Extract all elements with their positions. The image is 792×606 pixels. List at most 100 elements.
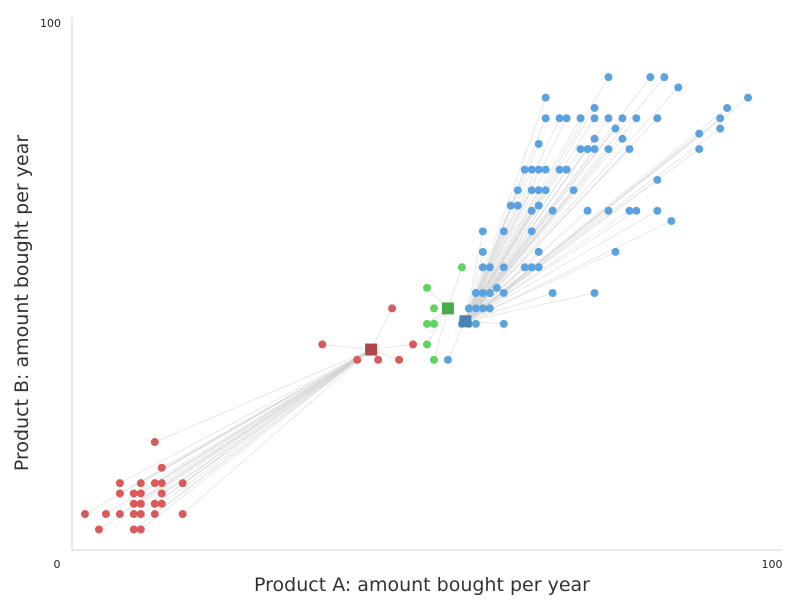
- data-point: [353, 355, 362, 364]
- centroid-link: [465, 118, 546, 322]
- data-point: [423, 319, 431, 328]
- data-point: [611, 124, 620, 133]
- data-point: [429, 355, 438, 364]
- y-axis-title: Product B: amount bought per year: [11, 135, 33, 472]
- centroid-link: [154, 349, 372, 443]
- data-point: [492, 283, 501, 292]
- centroid-link: [447, 267, 463, 309]
- data-point: [653, 114, 662, 123]
- data-point: [527, 165, 536, 174]
- centroid-link: [465, 118, 567, 322]
- data-point: [534, 139, 543, 148]
- data-point: [374, 355, 383, 364]
- data-point: [150, 499, 159, 508]
- centroid-link: [465, 118, 581, 322]
- data-point: [506, 201, 515, 210]
- centroid-link: [161, 349, 372, 494]
- centroid-link: [133, 349, 372, 494]
- data-point: [576, 114, 585, 123]
- data-point: [520, 165, 529, 174]
- data-point: [604, 206, 613, 215]
- centroid-link: [140, 349, 372, 484]
- centroid-link: [465, 76, 609, 322]
- centroid-link: [465, 107, 728, 322]
- data-point: [499, 289, 508, 297]
- centroid-link: [161, 349, 372, 469]
- data-point: [429, 319, 438, 328]
- data-point: [604, 73, 613, 82]
- data-point: [618, 134, 627, 143]
- centroid-link: [140, 349, 372, 505]
- x-tick-label-max: 100: [762, 558, 783, 571]
- data-point: [423, 340, 431, 349]
- data-point: [499, 227, 508, 236]
- centroid-link: [322, 344, 372, 350]
- data-point: [129, 499, 138, 508]
- data-point: [695, 129, 704, 138]
- cluster-centroid: [459, 315, 472, 328]
- centroid-link: [154, 349, 372, 515]
- data-point: [499, 319, 508, 328]
- data-point: [478, 263, 487, 272]
- centroid-link: [370, 308, 393, 350]
- data-point: [534, 165, 543, 174]
- data-point: [625, 206, 634, 215]
- centroid-links: [84, 76, 749, 530]
- data-point: [318, 340, 327, 349]
- data-point: [527, 227, 536, 236]
- data-point: [541, 165, 550, 174]
- data-points: [80, 73, 753, 534]
- data-point: [136, 525, 145, 534]
- data-point: [541, 186, 550, 195]
- data-point: [464, 304, 473, 313]
- data-point: [388, 304, 397, 313]
- x-axis-title: Product A: amount bought per year: [254, 574, 590, 596]
- data-point: [534, 263, 543, 272]
- data-point: [744, 93, 753, 102]
- data-point: [653, 175, 662, 184]
- data-point: [150, 479, 159, 488]
- data-point: [541, 93, 550, 102]
- data-point: [429, 304, 438, 313]
- data-point: [590, 103, 599, 112]
- data-point: [157, 499, 166, 508]
- data-point: [548, 289, 557, 297]
- centroid-link: [119, 349, 372, 484]
- data-point: [590, 289, 599, 297]
- data-point: [471, 304, 480, 313]
- data-point: [129, 525, 138, 534]
- data-point: [150, 438, 159, 447]
- data-point: [527, 206, 536, 215]
- data-point: [520, 263, 529, 272]
- data-point: [129, 489, 138, 498]
- data-point: [541, 114, 550, 123]
- data-point: [478, 289, 487, 297]
- data-point: [157, 479, 166, 488]
- data-point: [716, 124, 725, 133]
- data-point: [723, 103, 732, 112]
- centroid-link: [465, 97, 546, 322]
- data-point: [625, 145, 634, 154]
- data-point: [115, 479, 124, 488]
- centroid-link: [465, 118, 560, 322]
- data-point: [534, 247, 543, 256]
- centroid-link: [371, 344, 414, 350]
- centroid-link: [465, 169, 546, 322]
- x-tick-label-min: 0: [54, 558, 61, 571]
- centroid-link: [465, 220, 672, 322]
- data-point: [101, 510, 110, 519]
- data-point: [555, 114, 564, 123]
- data-point: [562, 114, 571, 123]
- data-point: [604, 114, 613, 123]
- centroid-link: [465, 292, 553, 322]
- data-point: [94, 525, 103, 534]
- data-point: [485, 304, 494, 313]
- data-point: [80, 510, 89, 519]
- data-point: [527, 263, 536, 272]
- data-point: [576, 145, 585, 154]
- data-point: [395, 355, 404, 364]
- data-point: [590, 134, 599, 143]
- data-point: [471, 319, 480, 328]
- data-point: [478, 304, 487, 313]
